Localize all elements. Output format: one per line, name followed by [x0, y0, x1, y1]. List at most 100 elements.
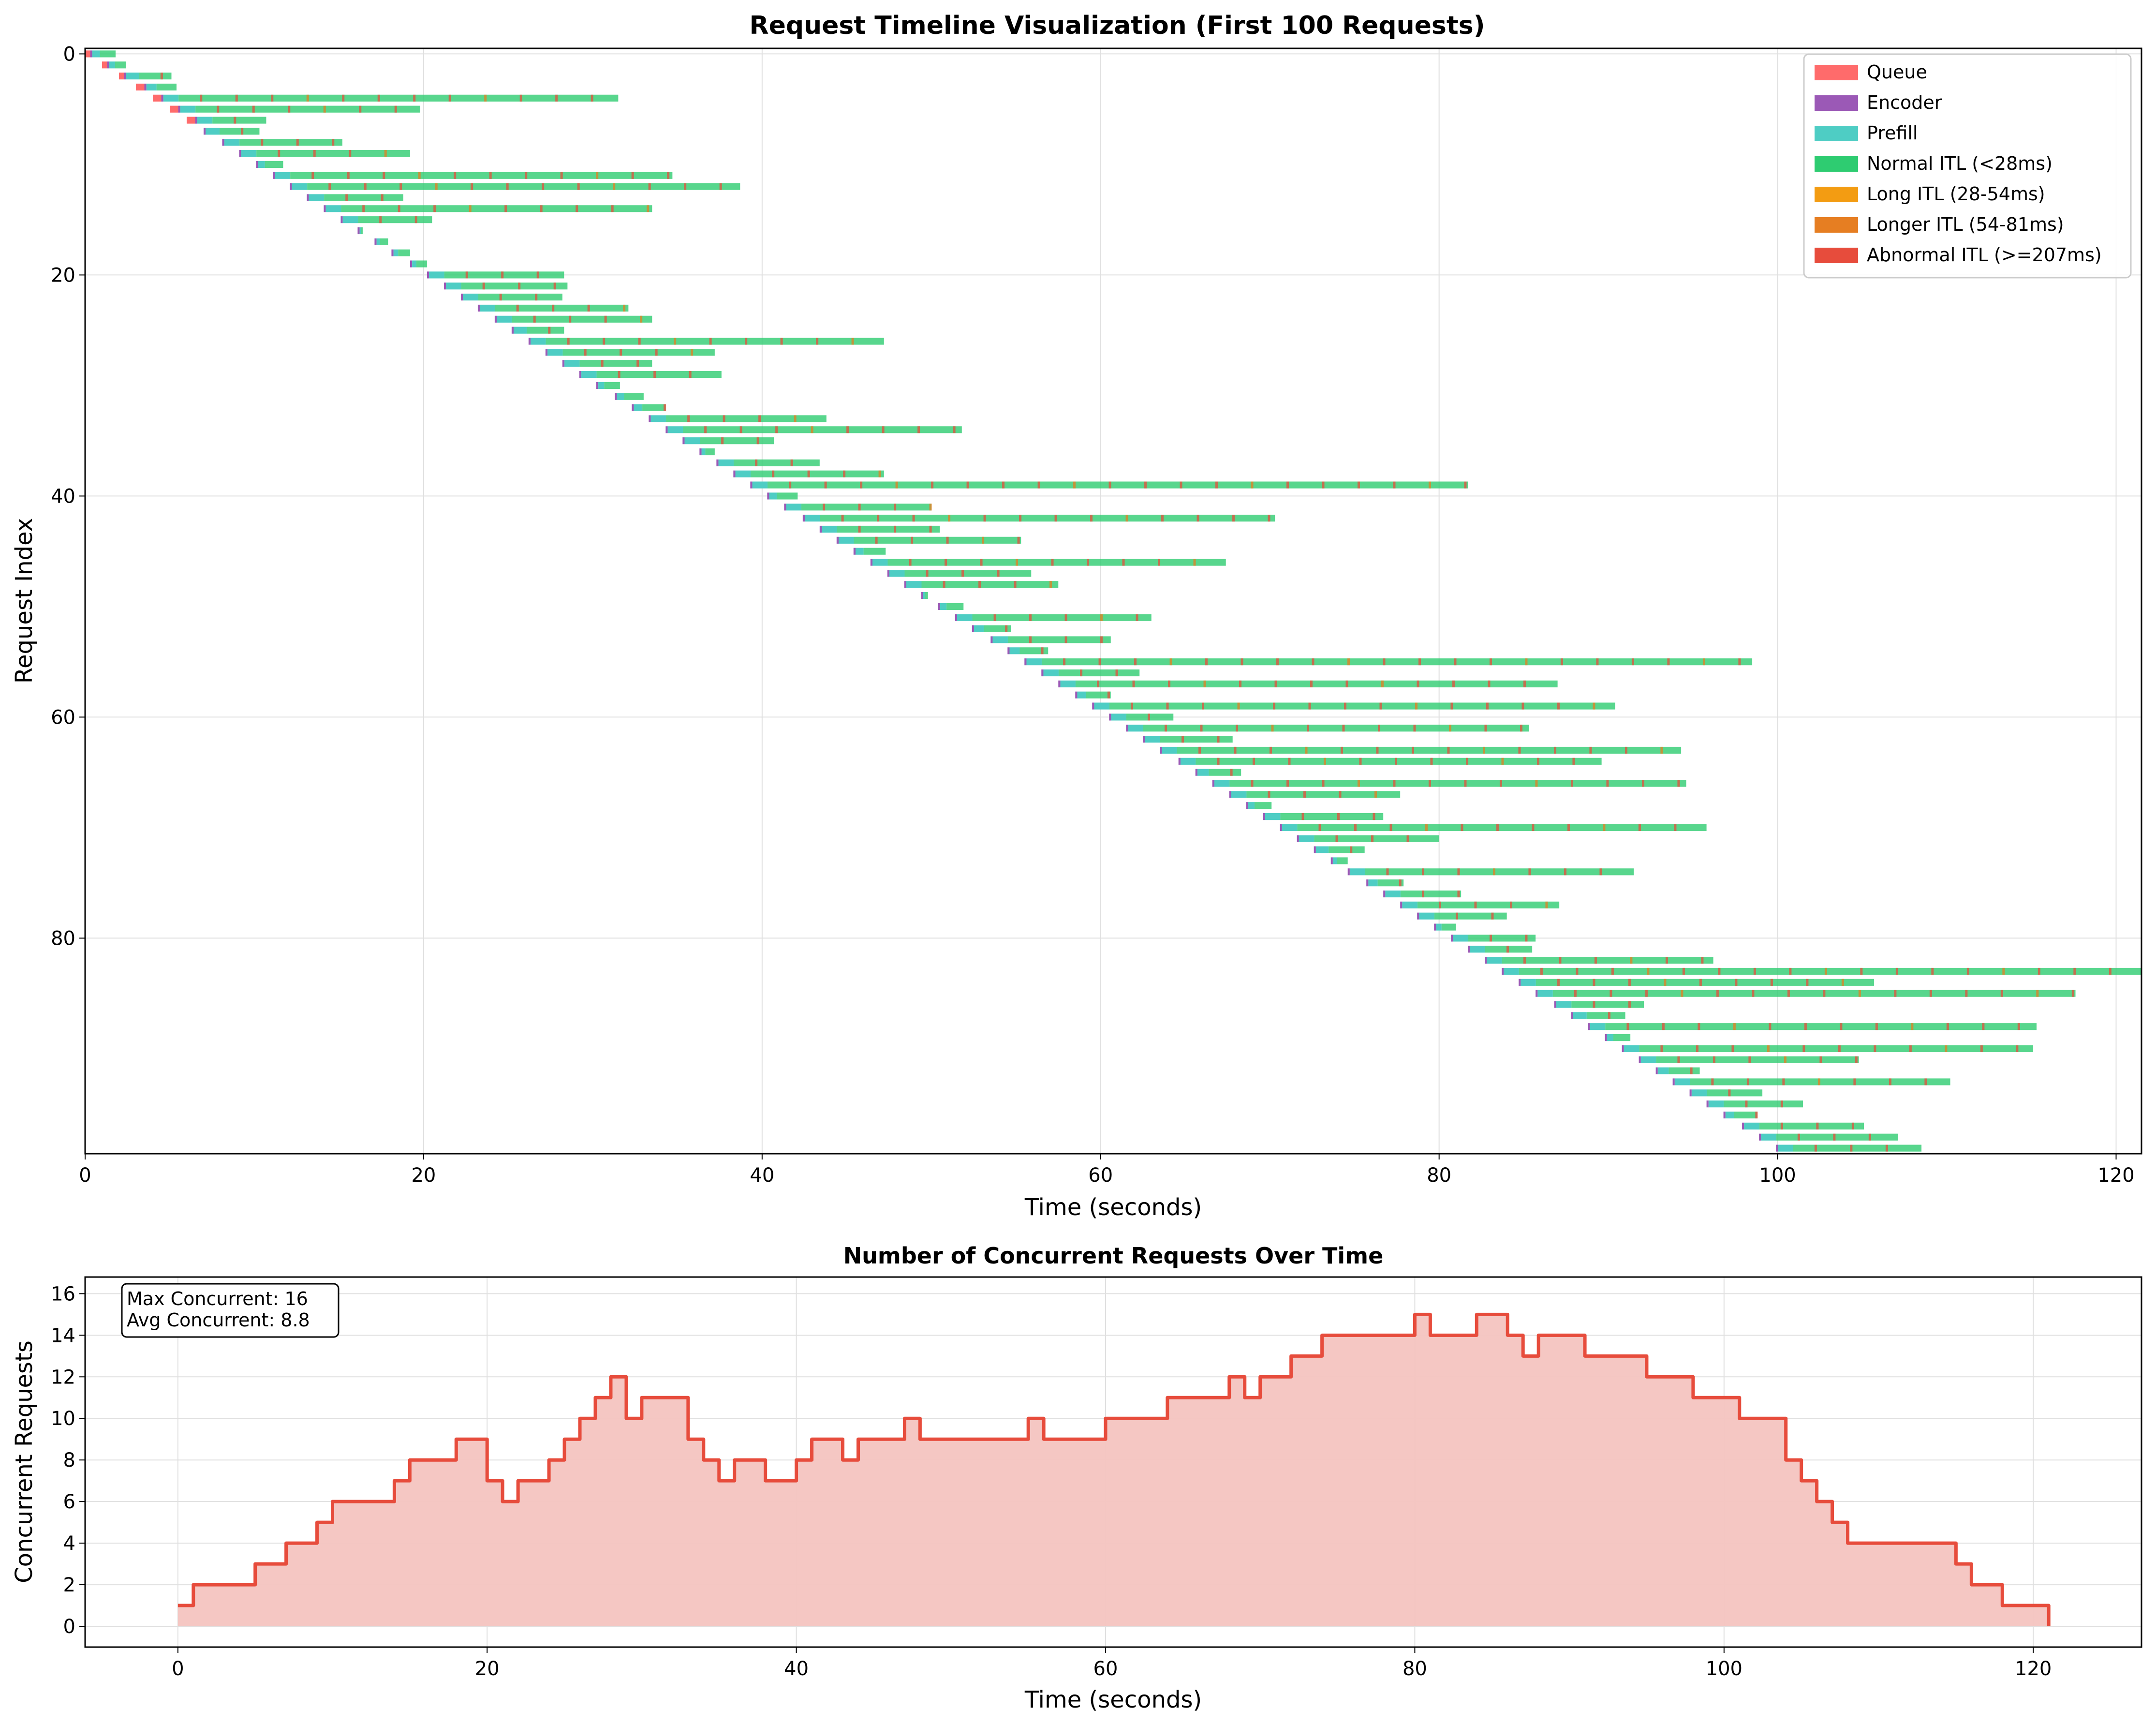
abnormal-itl-mark — [1301, 813, 1304, 820]
abnormal-itl-mark — [1660, 1045, 1663, 1053]
abnormal-itl-mark — [638, 338, 641, 345]
abnormal-itl-mark — [1628, 1001, 1631, 1008]
legend-label: Encoder — [1867, 92, 1942, 113]
abnormal-itl-mark — [1665, 957, 1668, 964]
request-bar — [682, 437, 774, 445]
abnormal-itl-mark — [1374, 791, 1377, 798]
abnormal-itl-mark — [611, 205, 614, 212]
concurrency-x-tick-label: 20 — [475, 1658, 500, 1680]
prefill-segment — [1556, 1001, 1572, 1008]
timeline-x-tick-label: 60 — [1088, 1164, 1113, 1187]
abnormal-itl-mark — [1631, 658, 1634, 666]
abnormal-itl-mark — [721, 437, 724, 445]
encoder-segment — [819, 525, 822, 533]
normal-itl-segment — [195, 105, 420, 113]
prefill-segment — [992, 636, 1008, 643]
legend-label: Normal ITL (<28ms) — [1867, 153, 2053, 174]
abnormal-itl-mark — [1603, 824, 1606, 832]
abnormal-itl-mark — [1716, 990, 1719, 997]
timeline-x-tick-label: 40 — [750, 1164, 774, 1187]
encoder-segment — [562, 360, 565, 367]
request-bar — [1502, 967, 2141, 975]
concurrency-x-tick-label: 40 — [784, 1658, 809, 1680]
abnormal-itl-mark — [1350, 846, 1353, 853]
request-bar — [85, 50, 116, 58]
request-bar — [427, 271, 564, 279]
abnormal-itl-mark — [516, 304, 519, 312]
abnormal-itl-mark — [739, 426, 742, 433]
concurrency-y-tick-label: 2 — [63, 1574, 75, 1596]
abnormal-itl-mark — [653, 371, 656, 378]
normal-itl-segment — [1613, 1034, 1631, 1041]
abnormal-itl-mark — [1889, 1078, 1891, 1085]
prefill-segment — [752, 481, 768, 489]
encoder-segment — [1588, 1023, 1590, 1030]
abnormal-itl-mark — [1180, 481, 1182, 489]
request-bar — [222, 139, 342, 146]
abnormal-itl-mark — [1322, 481, 1325, 489]
abnormal-itl-mark — [1875, 1023, 1878, 1030]
request-bar — [307, 194, 403, 201]
abnormal-itl-mark — [1782, 1078, 1785, 1085]
abnormal-itl-mark — [536, 271, 539, 279]
abnormal-itl-mark — [1660, 746, 1663, 754]
encoder-segment — [1092, 702, 1094, 710]
abnormal-itl-mark — [323, 105, 326, 113]
abnormal-itl-mark — [1662, 1023, 1665, 1030]
normal-itl-segment — [1209, 769, 1241, 776]
abnormal-itl-mark — [1833, 1133, 1836, 1141]
abnormal-itl-mark — [1841, 979, 1844, 986]
abnormal-itl-mark — [1181, 736, 1184, 743]
encoder-segment — [374, 238, 377, 245]
prefill-segment — [292, 183, 308, 190]
abnormal-itl-mark — [1698, 1023, 1700, 1030]
abnormal-itl-mark — [217, 105, 220, 113]
encoder-segment — [460, 294, 463, 301]
request-bar — [699, 448, 715, 456]
request-bar — [460, 294, 562, 301]
encoder-segment — [733, 470, 736, 477]
abnormal-itl-mark — [1645, 990, 1648, 997]
encoder-segment — [1622, 1045, 1624, 1053]
prefill-segment — [1487, 957, 1502, 964]
abnormal-itl-mark — [948, 515, 951, 522]
abnormal-itl-mark — [1626, 1023, 1629, 1030]
abnormal-itl-mark — [1270, 746, 1272, 754]
abnormal-itl-mark — [1699, 979, 1702, 986]
concurrency-x-tick-label: 0 — [172, 1658, 184, 1680]
abnormal-itl-mark — [1107, 691, 1110, 699]
concurrency-y-tick-label: 14 — [51, 1324, 75, 1347]
encoder-segment — [1536, 990, 1538, 997]
encoder-segment — [682, 437, 685, 445]
encoder-segment — [107, 61, 109, 69]
abnormal-itl-mark — [1357, 481, 1360, 489]
normal-itl-segment — [1441, 923, 1456, 931]
normal-itl-segment — [1707, 1089, 1763, 1097]
normal-itl-segment — [777, 492, 798, 500]
encoder-segment — [1434, 923, 1436, 931]
legend-label: Queue — [1867, 61, 1927, 83]
concurrency-y-tick-label: 0 — [63, 1616, 75, 1638]
abnormal-itl-mark — [1945, 1045, 1948, 1053]
abnormal-itl-mark — [1647, 967, 1650, 975]
request-bar — [1468, 946, 1533, 953]
legend-swatch — [1815, 187, 1858, 202]
encoder-segment — [1706, 1100, 1709, 1108]
abnormal-itl-mark — [1240, 658, 1243, 666]
encoder-segment — [144, 83, 147, 91]
concurrency-y-tick-label: 10 — [51, 1408, 75, 1430]
abnormal-itl-mark — [931, 481, 934, 489]
abnormal-itl-mark — [1132, 680, 1135, 687]
abnormal-itl-mark — [200, 94, 203, 102]
prefill-segment — [1026, 658, 1042, 666]
prefill-segment — [564, 360, 580, 367]
concurrency-x-tick-label: 100 — [1706, 1658, 1743, 1680]
normal-itl-segment — [837, 525, 940, 533]
abnormal-itl-mark — [623, 304, 626, 312]
concurrency-y-tick-label: 4 — [63, 1532, 75, 1555]
request-bar — [511, 327, 564, 334]
timeline-x-tick-label: 80 — [1427, 1164, 1451, 1187]
abnormal-itl-mark — [1202, 702, 1205, 710]
abnormal-itl-mark — [917, 426, 920, 433]
normal-itl-segment — [1536, 979, 1875, 986]
